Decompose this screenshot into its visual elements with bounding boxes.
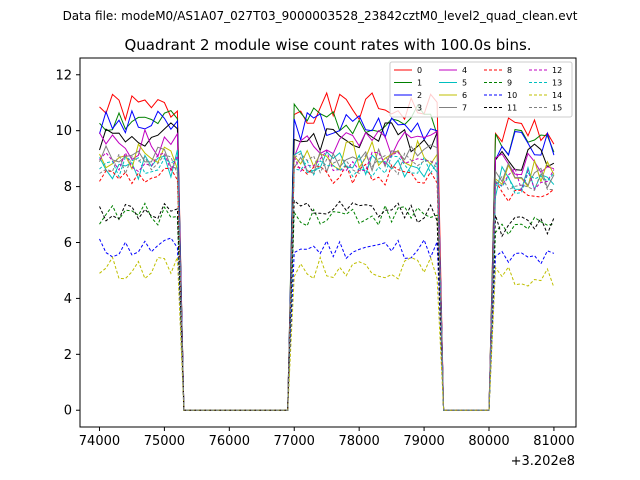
legend-label: 8	[507, 66, 512, 75]
chart-title: Quadrant 2 module wise count rates with …	[124, 36, 531, 54]
series-line-4	[99, 128, 555, 411]
legend-label: 3	[417, 104, 422, 113]
series-line-12	[99, 149, 555, 411]
legend-label: 15	[552, 104, 562, 113]
y-tick-label: 4	[64, 292, 72, 307]
series-line-9	[99, 202, 554, 411]
series-line-14	[99, 255, 555, 411]
legend-label: 11	[507, 104, 517, 113]
series-line-15	[99, 152, 554, 411]
series-line-1	[99, 102, 555, 411]
y-tick-label: 10	[55, 124, 72, 139]
legend-label: 9	[507, 79, 512, 88]
series-line-2	[99, 109, 555, 411]
series-line-8	[99, 163, 555, 411]
legend-label: 14	[552, 91, 562, 100]
x-tick-label: 78000	[338, 434, 379, 449]
legend-label: 10	[507, 91, 517, 100]
x-tick-label: 74000	[79, 434, 120, 449]
suptitle: Data file: modeM0/AS1A07_027T03_90000035…	[63, 9, 578, 23]
series-line-0	[99, 91, 555, 411]
series-line-3	[99, 122, 555, 411]
legend-label: 13	[552, 79, 562, 88]
x-offset-label: +3.202e8	[511, 454, 575, 469]
legend-label: 5	[462, 79, 467, 88]
x-tick-label: 79000	[403, 434, 444, 449]
y-axis: 0 2 4 6 8 10 12	[55, 68, 80, 419]
series-line-10	[99, 237, 555, 411]
x-tick-label: 75000	[144, 434, 185, 449]
legend-label: 6	[462, 91, 467, 100]
legend-label: 12	[552, 66, 562, 75]
y-tick-label: 8	[64, 180, 72, 195]
x-tick-label: 77000	[274, 434, 315, 449]
series-line-11	[99, 199, 555, 411]
series-line-5	[99, 149, 555, 411]
legend-label: 1	[417, 79, 422, 88]
y-tick-label: 6	[64, 236, 72, 251]
series-line-7	[99, 144, 555, 411]
x-tick-label: 81000	[533, 434, 574, 449]
legend-label: 0	[417, 66, 422, 75]
y-tick-label: 0	[64, 404, 72, 419]
x-tick-label: 80000	[468, 434, 509, 449]
legend-label: 2	[417, 91, 422, 100]
x-axis: 74000 75000 76000 77000 78000 79000 80000 81000	[79, 427, 575, 449]
legend-frame	[389, 61, 573, 118]
legend-label: 4	[462, 66, 467, 75]
x-tick-label: 76000	[209, 434, 250, 449]
y-tick-label: 2	[64, 348, 72, 363]
series-layer	[99, 91, 555, 411]
series-line-13	[99, 155, 555, 411]
y-tick-label: 12	[55, 68, 72, 83]
legend-label: 7	[462, 104, 467, 113]
